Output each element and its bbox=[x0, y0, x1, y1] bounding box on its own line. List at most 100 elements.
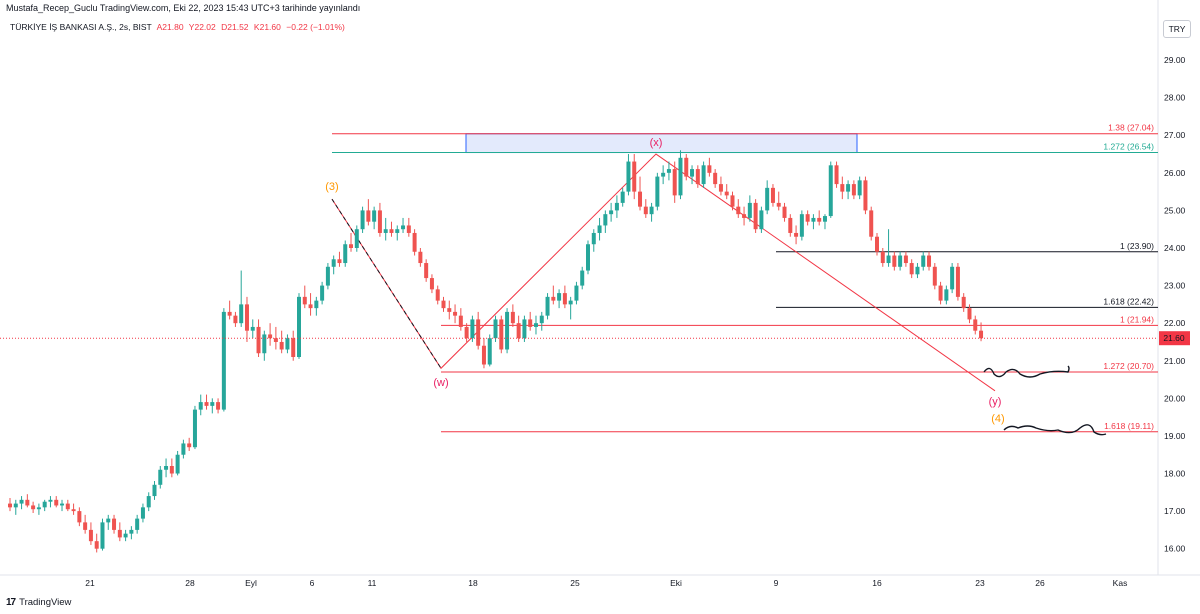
fib-level-label: 1.618 (22.42) bbox=[1103, 296, 1154, 306]
candle-body bbox=[828, 165, 833, 217]
wave-path bbox=[331, 153, 996, 392]
candle-body bbox=[742, 214, 747, 218]
candle-body bbox=[776, 202, 781, 207]
candle-body bbox=[383, 229, 388, 233]
candle-body bbox=[794, 232, 799, 237]
candle-body bbox=[117, 529, 122, 538]
candle-body bbox=[753, 202, 758, 230]
candle-body bbox=[730, 195, 735, 207]
candle-body bbox=[441, 300, 446, 309]
candle-body bbox=[562, 293, 567, 305]
x-tick-label: 16 bbox=[872, 578, 882, 588]
candle-body bbox=[192, 409, 197, 448]
candle-body bbox=[152, 484, 157, 497]
candle-body bbox=[54, 499, 59, 506]
candle-body bbox=[938, 285, 943, 301]
y-tick-label: 19.00 bbox=[1164, 431, 1186, 441]
candle-body bbox=[638, 191, 643, 207]
candle-body bbox=[25, 499, 30, 506]
wave-label: (3) bbox=[325, 181, 338, 193]
candle-body bbox=[227, 311, 232, 316]
candle-body bbox=[955, 266, 960, 297]
candle-body bbox=[158, 469, 163, 485]
tradingview-brand: 17 TradingView bbox=[6, 597, 71, 608]
candle-body bbox=[297, 296, 301, 357]
candle-body bbox=[13, 503, 18, 508]
candle-body bbox=[458, 315, 463, 327]
candle-body bbox=[499, 319, 504, 350]
candle-body bbox=[701, 165, 706, 185]
y-tick-label: 16.00 bbox=[1164, 544, 1186, 554]
y-tick-label: 25.00 bbox=[1164, 205, 1186, 215]
candle-body bbox=[713, 172, 718, 185]
candle-body bbox=[973, 319, 978, 331]
candle-body bbox=[568, 300, 573, 305]
y-tick-label: 23.00 bbox=[1164, 281, 1186, 291]
candle-body bbox=[366, 210, 371, 222]
candle-body bbox=[961, 296, 966, 309]
projection-scribble-1 bbox=[983, 365, 1070, 378]
candle-body bbox=[661, 172, 666, 177]
candle-body bbox=[320, 285, 325, 301]
candle-body bbox=[123, 533, 128, 538]
candle-body bbox=[921, 255, 926, 267]
publisher-info: Mustafa_Recep_Guclu TradingView.com, Eki… bbox=[6, 3, 361, 13]
x-tick-label: 6 bbox=[310, 578, 315, 588]
candle-body bbox=[915, 266, 920, 275]
candle-body bbox=[447, 308, 452, 312]
candle-body bbox=[453, 311, 458, 316]
candle-body bbox=[135, 518, 140, 530]
candle-body bbox=[886, 255, 891, 264]
candle-body bbox=[655, 176, 660, 207]
candle-body bbox=[892, 255, 897, 267]
candle-body bbox=[880, 251, 885, 264]
candle-body bbox=[406, 225, 411, 233]
y-tick-label: 22.00 bbox=[1164, 318, 1186, 328]
candle-body bbox=[788, 217, 793, 233]
candle-body bbox=[314, 300, 319, 309]
candle-body bbox=[343, 244, 348, 264]
y-tick-label: 26.00 bbox=[1164, 168, 1186, 178]
candle-body bbox=[279, 341, 284, 350]
candle-body bbox=[516, 323, 521, 339]
candle-body bbox=[857, 180, 862, 196]
candle-body bbox=[239, 304, 244, 324]
y-tick-label: 18.00 bbox=[1164, 469, 1186, 479]
candle-body bbox=[31, 505, 36, 510]
candle-body bbox=[649, 206, 654, 215]
candle-body bbox=[349, 244, 354, 248]
fib-level-label: 1.618 (19.11) bbox=[1104, 421, 1154, 431]
candle-body bbox=[470, 319, 475, 339]
y-tick-label: 21.00 bbox=[1164, 356, 1186, 366]
candle-body bbox=[493, 319, 498, 339]
candle-body bbox=[71, 509, 76, 512]
currency-button[interactable]: TRY bbox=[1163, 20, 1191, 38]
x-tick-label: 28 bbox=[185, 578, 195, 588]
candle-body bbox=[580, 270, 585, 286]
candle-body bbox=[354, 229, 359, 248]
candle-body bbox=[539, 315, 544, 324]
candle-body bbox=[765, 187, 770, 211]
candle-body bbox=[88, 529, 93, 542]
candle-body bbox=[614, 202, 619, 211]
symbol-info: TÜRKİYE İŞ BANKASI A.Ş., 2s, BIST A21.80… bbox=[10, 22, 348, 32]
candle-body bbox=[244, 304, 249, 331]
x-tick-label: 21 bbox=[85, 578, 95, 588]
candle-body bbox=[401, 225, 406, 230]
candle-body bbox=[528, 319, 533, 327]
candle-body bbox=[799, 214, 804, 237]
candle-body bbox=[331, 259, 336, 267]
candle-body bbox=[308, 304, 313, 309]
last-price-label: 21.60 bbox=[1163, 333, 1185, 343]
candle-body bbox=[198, 402, 203, 410]
y-tick-label: 28.00 bbox=[1164, 93, 1186, 103]
wave-label: (x) bbox=[650, 137, 663, 149]
candle-body bbox=[372, 210, 377, 222]
candle-body bbox=[597, 225, 602, 233]
candle-body bbox=[898, 255, 903, 267]
candle-body bbox=[846, 184, 851, 192]
candle-body bbox=[476, 319, 481, 346]
candle-body bbox=[979, 330, 984, 339]
candle-body bbox=[94, 541, 99, 549]
